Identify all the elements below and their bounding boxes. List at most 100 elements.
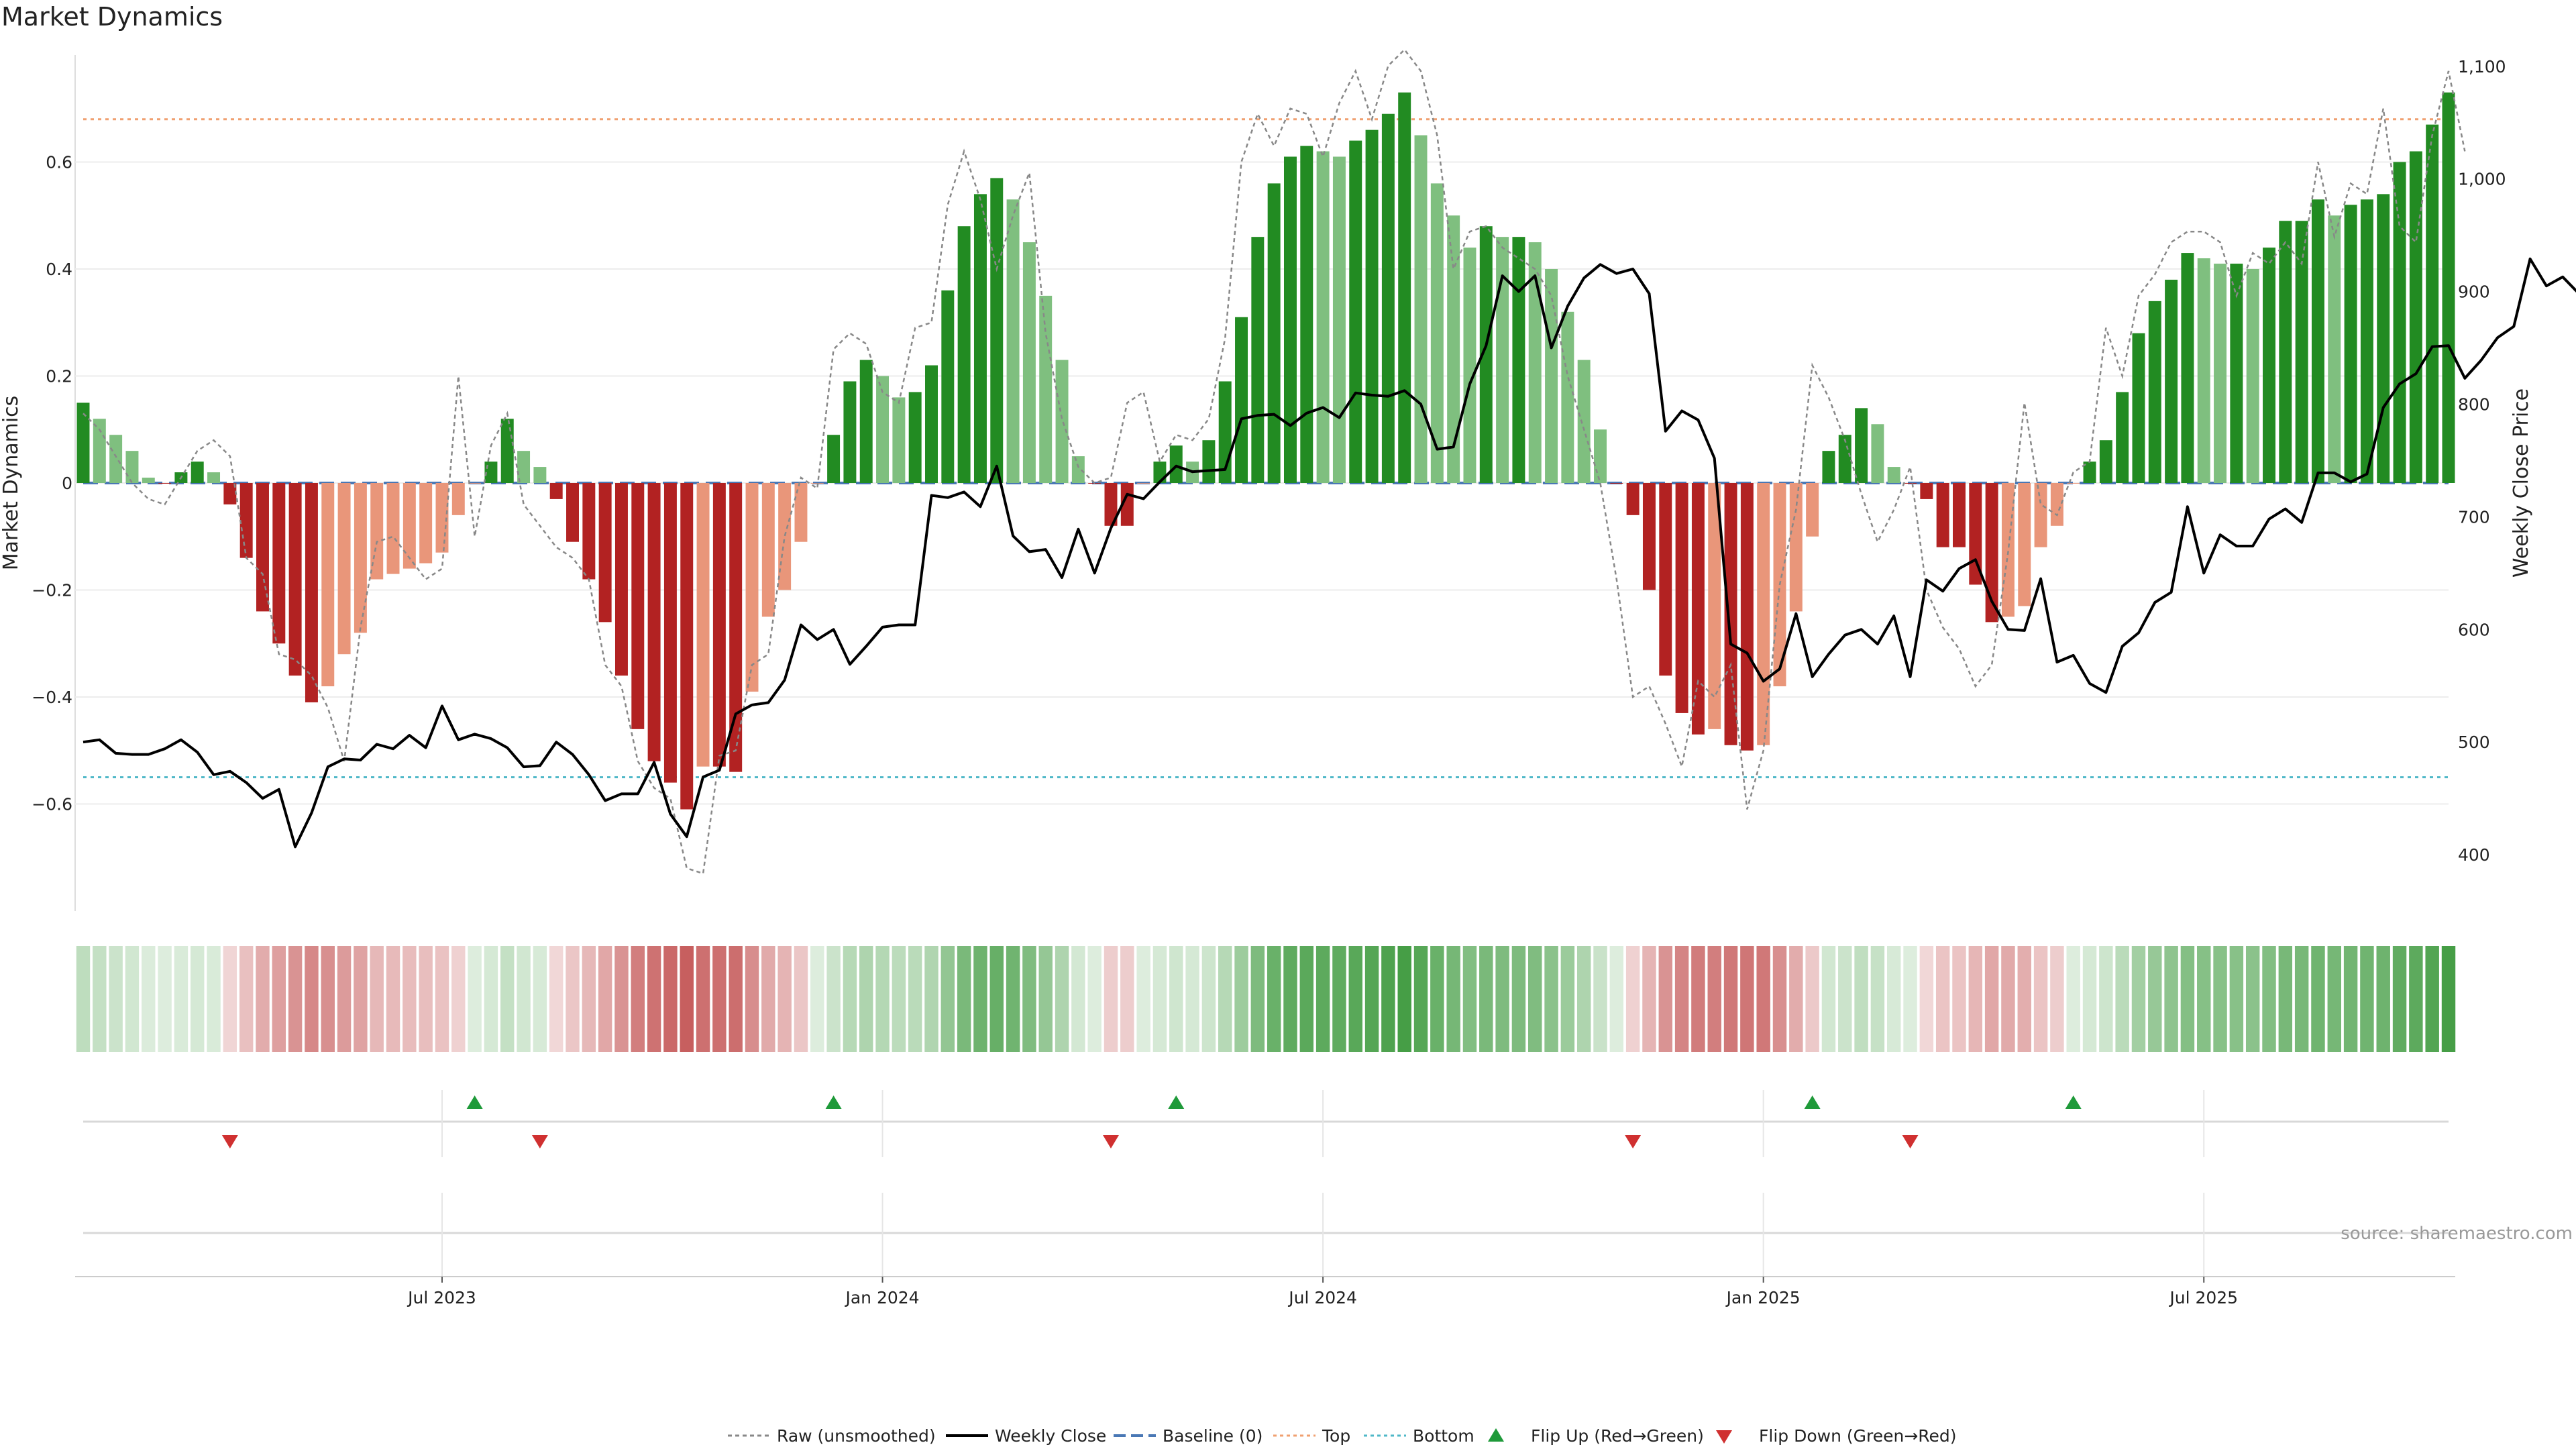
dynamics-bar [990,178,1004,483]
legend-close-label: Weekly Close [995,1426,1106,1446]
dynamics-bar [925,365,938,483]
left-tick-label: 0.6 [46,153,72,172]
dynamics-bar [1724,483,1737,745]
heat-cell [1299,946,1314,1052]
dynamics-bar [1300,146,1313,483]
heat-cell [1332,946,1346,1052]
heat-cell [1544,946,1558,1052]
dynamics-bar [1610,483,1623,484]
heat-cell [598,946,612,1052]
heat-cell [1854,946,1868,1052]
dynamics-bar [1985,483,1998,623]
heat-cell [2115,946,2129,1052]
heat-cell [1462,946,1477,1052]
dynamics-bar [354,483,367,633]
legend: Raw (unsmoothed) Weekly Close Baseline (… [728,1426,1957,1446]
heat-cell [1576,946,1591,1052]
heat-cell [1055,946,1069,1052]
dynamics-bar [1545,269,1558,483]
dynamics-bar [272,483,286,644]
heat-cell [924,946,938,1052]
dynamics-bar [1642,483,1656,590]
dynamics-bar [2083,462,2096,483]
heat-cell [76,946,91,1052]
dynamics-bar [1071,456,1085,483]
dynamics-bar [1952,483,1966,547]
heat-cell [1919,946,1934,1052]
dynamics-bar [2165,279,2178,483]
heat-strip [76,946,2456,1052]
left-tick-label: −0.6 [32,795,72,814]
dynamics-bar [876,376,890,483]
flip-flags-panel [83,1095,2449,1234]
dynamics-bar [2067,483,2080,484]
legend-flip-up-marker [1488,1428,1504,1442]
dynamics-bar [2018,483,2031,606]
left-tick-label: 0.2 [46,367,72,386]
dynamics-bar [1855,408,1868,483]
legend-flip-down-marker [1716,1430,1732,1444]
dynamics-bar [1349,140,1362,483]
dynamics-bar [337,483,351,655]
heat-cell [337,946,352,1052]
dynamics-bar [1496,237,1509,483]
heat-cell [957,946,971,1052]
raw-series [83,48,2466,875]
dynamics-bar [729,483,743,772]
heat-cell [843,946,857,1052]
legend-flip-down-label: Flip Down (Green→Red) [1759,1426,1957,1446]
dynamics-bar [761,483,775,617]
legend-baseline-label: Baseline (0) [1163,1426,1263,1446]
dynamics-bar [2132,333,2145,483]
heat-cell [402,946,417,1052]
heat-cell [223,946,237,1052]
dynamics-bar [191,462,204,483]
heat-cell [892,946,906,1052]
dynamics-bar [2442,92,2455,483]
dynamics-bar [517,451,531,483]
dynamics-bar [1577,360,1591,483]
heat-cell [2441,946,2456,1052]
heat-cell [2050,946,2064,1052]
heat-cell [2343,946,2358,1052]
flip-up-marker [466,1095,483,1109]
dynamics-bar [305,483,318,702]
dynamics-bar [1708,483,1721,729]
heat-cell [1185,946,1199,1052]
dynamics-bar [1202,440,1216,483]
dynamics-bar [908,392,922,483]
legend-top-label: Top [1322,1426,1350,1446]
heat-cell [2033,946,2048,1052]
flip-up-marker [2065,1095,2082,1109]
dynamics-bar [973,194,987,483]
dynamics-bar [223,483,237,504]
dynamics-bar [1838,435,1851,483]
heat-cell [2360,946,2374,1052]
heat-cell [500,946,515,1052]
dynamics-bar [1561,311,1574,483]
heat-cell [2099,946,2113,1052]
chart-title: Market Dynamics [1,2,223,32]
heat-cell [1038,946,1053,1052]
heat-cell [663,946,678,1052]
heat-cell [1560,946,1575,1052]
left-tick-label: −0.4 [32,688,72,707]
dynamics-bar [1365,129,1379,483]
heat-cell [973,946,987,1052]
heat-cell [484,946,498,1052]
dynamics-bar [1039,295,1053,483]
heat-cell [1267,946,1281,1052]
right-tick-label: 1,000 [2458,170,2506,189]
dynamics-bar [2263,248,2275,483]
dynamics-bar [239,483,253,558]
heat-cell [794,946,808,1052]
dynamics-bar [1920,483,1933,499]
dynamics-bar [419,483,433,564]
heat-cell [272,946,286,1052]
dynamics-bar [2377,194,2390,483]
heat-cell [1968,946,1983,1052]
dynamics-bar [1316,151,1330,484]
dynamics-bar [1969,483,1982,585]
heat-cell [2409,946,2423,1052]
x-tick-label: Jul 2025 [2168,1288,2238,1307]
